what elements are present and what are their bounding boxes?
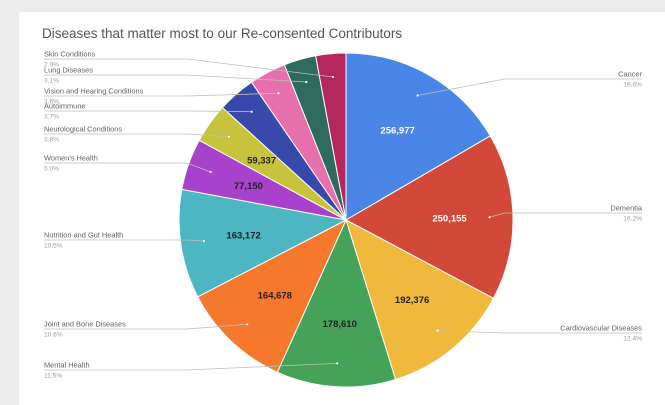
- slice-percent-lung-diseases: 3.1%: [44, 78, 59, 85]
- leader-dot-joint-and-bone-diseases: [246, 323, 249, 326]
- leader-line-cancer: [417, 78, 642, 96]
- slice-label-vision-and-hearing-conditions: Vision and Hearing Conditions: [44, 87, 144, 96]
- value-label-neurological-conditions: 59,337: [247, 156, 276, 167]
- leader-line-skin-conditions: [44, 58, 333, 78]
- value-label-cancer: 256,977: [380, 126, 414, 137]
- leader-line-vision-and-hearing-conditions: [44, 92, 279, 97]
- leader-dot-skin-conditions: [331, 75, 334, 79]
- slice-label-lung-diseases: Lung Diseases: [44, 66, 93, 75]
- leader-dot-nutrition-and-gut-health: [202, 239, 205, 243]
- leader-dot-women-s-health: [209, 170, 212, 174]
- leader-dot-mental-health: [336, 362, 339, 365]
- value-label-mental-health: 178,610: [323, 319, 357, 330]
- value-label-nutrition-and-gut-health: 163,172: [226, 231, 260, 242]
- leader-dot-cancer: [416, 94, 419, 97]
- slice-percent-dementia: 16.2%: [623, 216, 642, 223]
- slice-label-nutrition-and-gut-health: Nutrition and Gut Health: [44, 231, 123, 240]
- pie-slice-cardiovascular-diseases[interactable]: [345, 218, 495, 381]
- leader-dot-neurological-conditions: [227, 135, 230, 138]
- leader-line-neurological-conditions: [44, 133, 229, 138]
- leader-line-nutrition-and-gut-health: [44, 239, 204, 242]
- pie-chart: Diseases that matter most to our Re-cons…: [42, 26, 643, 388]
- slice-label-skin-conditions: Skin Conditions: [44, 50, 96, 59]
- pie-slice-mental-health[interactable]: [276, 218, 397, 388]
- leader-dot-vision-and-hearing-conditions: [277, 92, 280, 95]
- slice-percent-women-s-health: 5.0%: [44, 166, 59, 173]
- chart-card: Diseases that matter most to our Re-cons…: [19, 12, 665, 405]
- slice-percent-neurological-conditions: 3.8%: [44, 137, 59, 144]
- leader-dot-autoimmune: [250, 110, 253, 113]
- leader-dot-lung-diseases: [305, 80, 308, 84]
- slice-label-autoimmune: Autoimmune: [44, 102, 86, 111]
- value-label-dementia: 250,155: [432, 214, 467, 225]
- pie-slice-cancer[interactable]: [345, 52, 491, 221]
- leader-dot-dementia: [488, 216, 491, 219]
- slice-percent-joint-and-bone-diseases: 10.6%: [44, 332, 63, 339]
- slice-label-neurological-conditions: Neurological Conditions: [44, 125, 122, 134]
- slice-percent-skin-conditions: 2.9%: [44, 62, 59, 69]
- value-label-women-s-health: 77,150: [234, 181, 263, 192]
- slice-label-cardiovascular-diseases: Cardiovascular Diseases: [560, 324, 642, 333]
- pie-slice-joint-and-bone-diseases[interactable]: [197, 218, 348, 373]
- pie-slice-nutrition-and-gut-health[interactable]: [178, 188, 348, 298]
- leader-dot-cardiovascular-diseases: [436, 329, 439, 332]
- slice-percent-cancer: 16.6%: [623, 82, 642, 89]
- slice-label-cancer: Cancer: [618, 70, 642, 79]
- leader-line-cardiovascular-diseases: [437, 330, 642, 334]
- leader-line-mental-health: [44, 363, 338, 371]
- slice-label-dementia: Dementia: [610, 204, 643, 213]
- slice-percent-autoimmune: 3.7%: [44, 114, 59, 121]
- slice-percent-nutrition-and-gut-health: 10.5%: [44, 243, 63, 250]
- leader-line-autoimmune: [44, 110, 252, 113]
- pie-slice-dementia[interactable]: [344, 135, 514, 300]
- value-label-joint-and-bone-diseases: 164,678: [258, 291, 292, 302]
- slice-percent-mental-health: 11.5%: [44, 373, 62, 380]
- leader-line-women-s-health: [44, 162, 211, 173]
- pie-slice-skin-conditions[interactable]: [315, 52, 347, 221]
- slice-percent-cardiovascular-diseases: 12.4%: [623, 336, 642, 343]
- leader-line-joint-and-bone-diseases: [44, 323, 248, 330]
- leader-line-lung-diseases: [44, 74, 307, 83]
- slice-label-women-s-health: Women's Health: [44, 154, 98, 163]
- slice-percent-vision-and-hearing-conditions: 3.6%: [44, 99, 59, 106]
- slice-label-joint-and-bone-diseases: Joint and Bone Diseases: [44, 320, 126, 329]
- leader-line-dementia: [489, 212, 642, 218]
- chart-title: Diseases that matter most to our Re-cons…: [42, 26, 402, 41]
- slice-label-mental-health: Mental Health: [44, 361, 90, 370]
- value-label-cardiovascular-diseases: 192,376: [395, 295, 429, 306]
